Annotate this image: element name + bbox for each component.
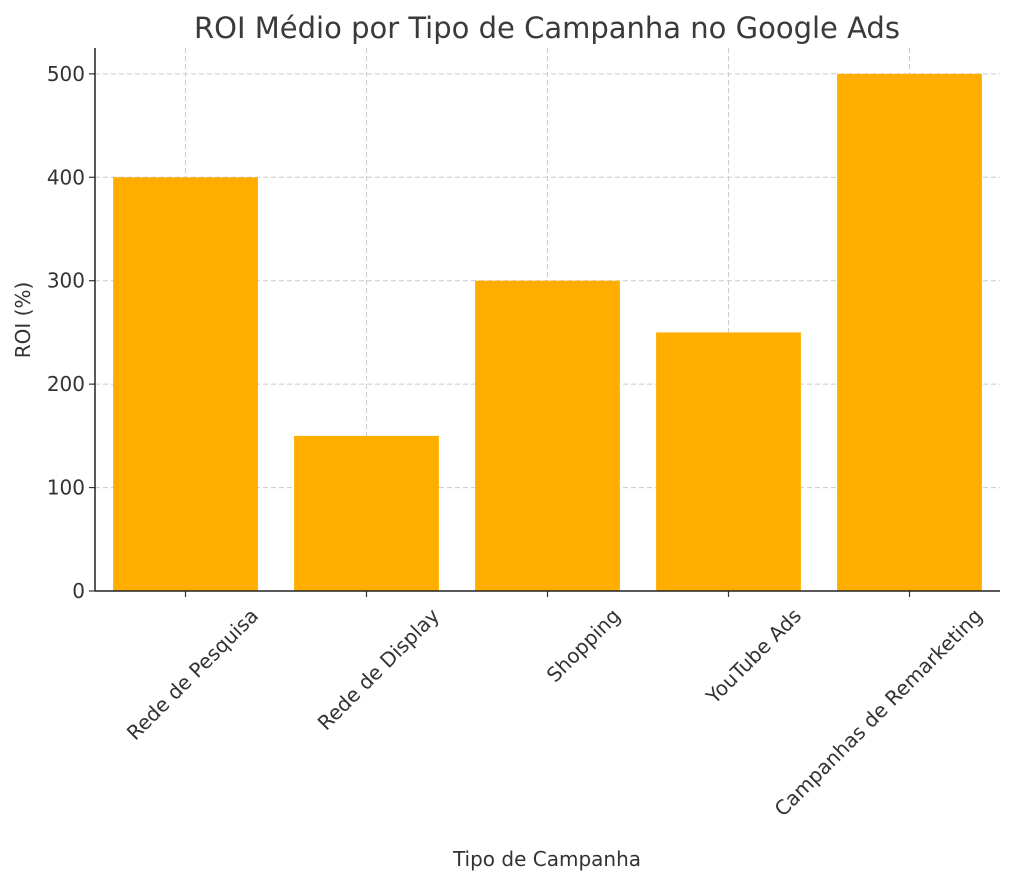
- y-tick-label: 500: [47, 62, 85, 86]
- y-tick-label: 400: [47, 165, 85, 189]
- x-tick-label: YouTube Ads: [701, 604, 806, 709]
- bar: [656, 332, 801, 591]
- bar: [475, 280, 620, 591]
- x-axis-label: Tipo de Campanha: [452, 847, 641, 871]
- y-tick-label: 100: [47, 476, 85, 500]
- y-tick-label: 300: [47, 269, 85, 293]
- x-tick-label: Rede de Display: [313, 603, 444, 734]
- x-axis-ticks: Rede de Pesquisa Rede de Display Shopping Y…: [122, 591, 987, 821]
- x-tick-label: Rede de Pesquisa: [122, 604, 263, 745]
- bar: [837, 73, 982, 592]
- y-axis-label: ROI (%): [11, 282, 35, 359]
- y-tick-label: 200: [47, 372, 85, 396]
- bar: [113, 177, 258, 592]
- x-tick-label: Shopping: [542, 604, 625, 687]
- bars: [113, 73, 982, 592]
- x-tick-label: Campanhas de Remarketing: [770, 604, 988, 822]
- bar: [294, 435, 439, 591]
- y-tick-label: 0: [72, 579, 85, 603]
- chart-title: ROI Médio por Tipo de Campanha no Google…: [194, 11, 900, 45]
- y-axis-ticks: 0 100 200 300 400 500: [47, 62, 95, 603]
